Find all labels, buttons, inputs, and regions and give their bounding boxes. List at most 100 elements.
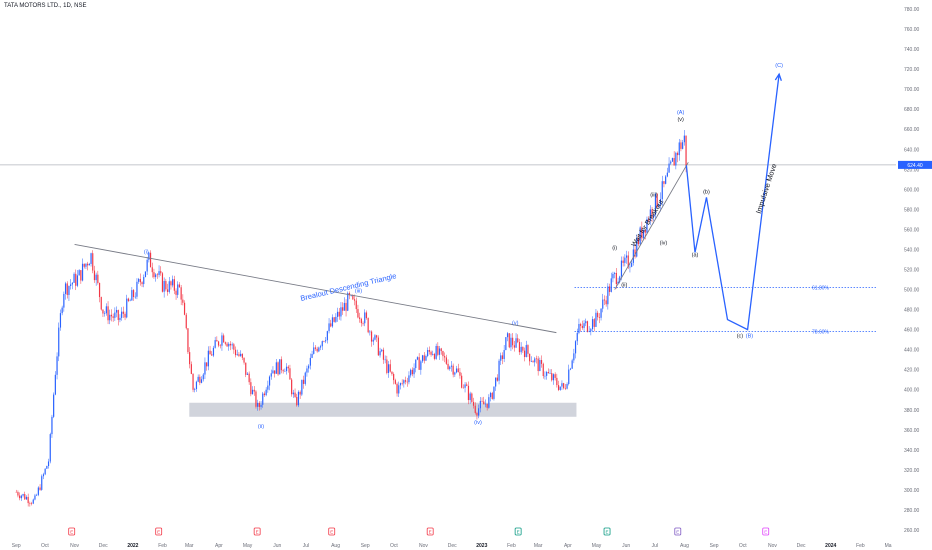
candle-body bbox=[564, 388, 566, 389]
candle-body bbox=[71, 282, 73, 285]
price-tag-bg bbox=[898, 160, 932, 169]
candle-body bbox=[411, 369, 413, 375]
candle-body bbox=[423, 355, 425, 361]
earnings-marker[interactable]: E bbox=[426, 527, 434, 536]
candle-body bbox=[649, 209, 651, 221]
rising-support-line[interactable] bbox=[614, 162, 689, 290]
candle-body bbox=[573, 353, 575, 361]
candle-body bbox=[306, 368, 308, 373]
candle-body bbox=[636, 238, 638, 257]
candle-body bbox=[129, 300, 131, 302]
candle-body bbox=[136, 281, 138, 297]
candle-body bbox=[187, 328, 189, 353]
candle-body bbox=[525, 345, 527, 358]
candle-body bbox=[471, 393, 473, 402]
forecast-arrowhead bbox=[774, 72, 782, 81]
earnings-marker[interactable]: E bbox=[68, 527, 76, 536]
earnings-marker-box bbox=[514, 527, 522, 536]
candle-body bbox=[476, 412, 478, 416]
candle-body bbox=[586, 321, 589, 332]
candle-body bbox=[132, 290, 135, 297]
candle-body bbox=[292, 392, 294, 395]
candle-body bbox=[277, 362, 279, 375]
candle-body bbox=[287, 366, 289, 369]
earnings-marker[interactable]: E bbox=[603, 527, 611, 536]
wave-label: (iv) bbox=[474, 420, 482, 426]
candle-body bbox=[146, 259, 148, 272]
candle-body bbox=[138, 278, 140, 282]
candle-body bbox=[32, 499, 34, 504]
price-tick-label: 520.00 bbox=[904, 268, 920, 274]
time-tick-label: Dec bbox=[448, 543, 457, 549]
candle-body bbox=[386, 359, 388, 373]
candle-body bbox=[209, 350, 211, 355]
candle-body bbox=[357, 309, 359, 318]
wave-label: (v) bbox=[512, 321, 519, 327]
earnings-marker[interactable]: E bbox=[514, 527, 522, 536]
candle-body bbox=[444, 356, 446, 358]
candle-body bbox=[620, 260, 623, 277]
candle-body bbox=[195, 381, 198, 389]
candle-body bbox=[651, 209, 653, 218]
candle-body bbox=[234, 349, 237, 356]
candle-body bbox=[365, 312, 368, 319]
earnings-marker[interactable]: E bbox=[762, 527, 770, 536]
time-tick-label: Dec bbox=[99, 543, 108, 549]
candle-body bbox=[625, 255, 628, 258]
time-tick-label: Apr bbox=[215, 543, 223, 549]
candle-body bbox=[163, 281, 165, 292]
time-tick-label: May bbox=[592, 543, 602, 549]
candle-body bbox=[561, 383, 563, 387]
candle-body bbox=[47, 461, 50, 467]
candle-body bbox=[87, 263, 89, 266]
forecast-path[interactable] bbox=[685, 74, 780, 331]
candle-body bbox=[190, 364, 192, 374]
price-tick-label: 660.00 bbox=[904, 127, 920, 133]
candle-body bbox=[590, 329, 592, 331]
price-tick-label: 760.00 bbox=[904, 27, 920, 33]
candle-body bbox=[151, 267, 153, 273]
price-tick-label: 540.00 bbox=[904, 247, 920, 253]
descending-trendline[interactable] bbox=[74, 244, 557, 334]
candle-body bbox=[268, 376, 271, 386]
candle-body bbox=[447, 363, 449, 369]
candle-body bbox=[149, 252, 152, 268]
candle-body bbox=[503, 350, 505, 360]
candle-body bbox=[44, 468, 46, 475]
candle-body bbox=[180, 287, 182, 300]
candle-body bbox=[313, 347, 315, 354]
candle-body bbox=[581, 325, 583, 328]
candle-body bbox=[297, 391, 300, 406]
candle-body bbox=[98, 282, 101, 298]
candle-body bbox=[148, 252, 150, 260]
candle-body bbox=[189, 352, 191, 365]
candle-body bbox=[445, 357, 447, 364]
candle-body bbox=[520, 346, 522, 353]
earnings-marker[interactable]: E bbox=[674, 527, 682, 536]
earnings-marker[interactable]: E bbox=[155, 527, 163, 536]
time-tick-label: Oct bbox=[739, 543, 747, 549]
candle-body bbox=[302, 379, 305, 384]
candle-body bbox=[165, 281, 167, 290]
candle-body bbox=[559, 386, 561, 390]
candle-body bbox=[93, 270, 96, 281]
candle-body bbox=[168, 281, 170, 292]
time-tick-label: Nov bbox=[768, 543, 777, 549]
time-tick-label: Feb bbox=[856, 543, 865, 549]
candle-body bbox=[183, 302, 186, 315]
candle-body bbox=[387, 364, 390, 373]
price-tick-label: 400.00 bbox=[904, 388, 920, 394]
candle-body bbox=[588, 330, 590, 332]
wave-label: (A) bbox=[677, 110, 685, 116]
candle-body bbox=[359, 317, 361, 319]
candle-body bbox=[355, 300, 357, 310]
candles bbox=[15, 130, 687, 507]
earnings-marker[interactable]: E bbox=[328, 527, 336, 536]
candle-body bbox=[537, 358, 539, 372]
candle-body bbox=[683, 135, 685, 143]
earnings-marker[interactable]: E bbox=[253, 527, 261, 536]
wave-label: (iii) bbox=[650, 192, 657, 198]
wave-label: (v) bbox=[677, 117, 684, 123]
candle-body bbox=[250, 382, 252, 395]
